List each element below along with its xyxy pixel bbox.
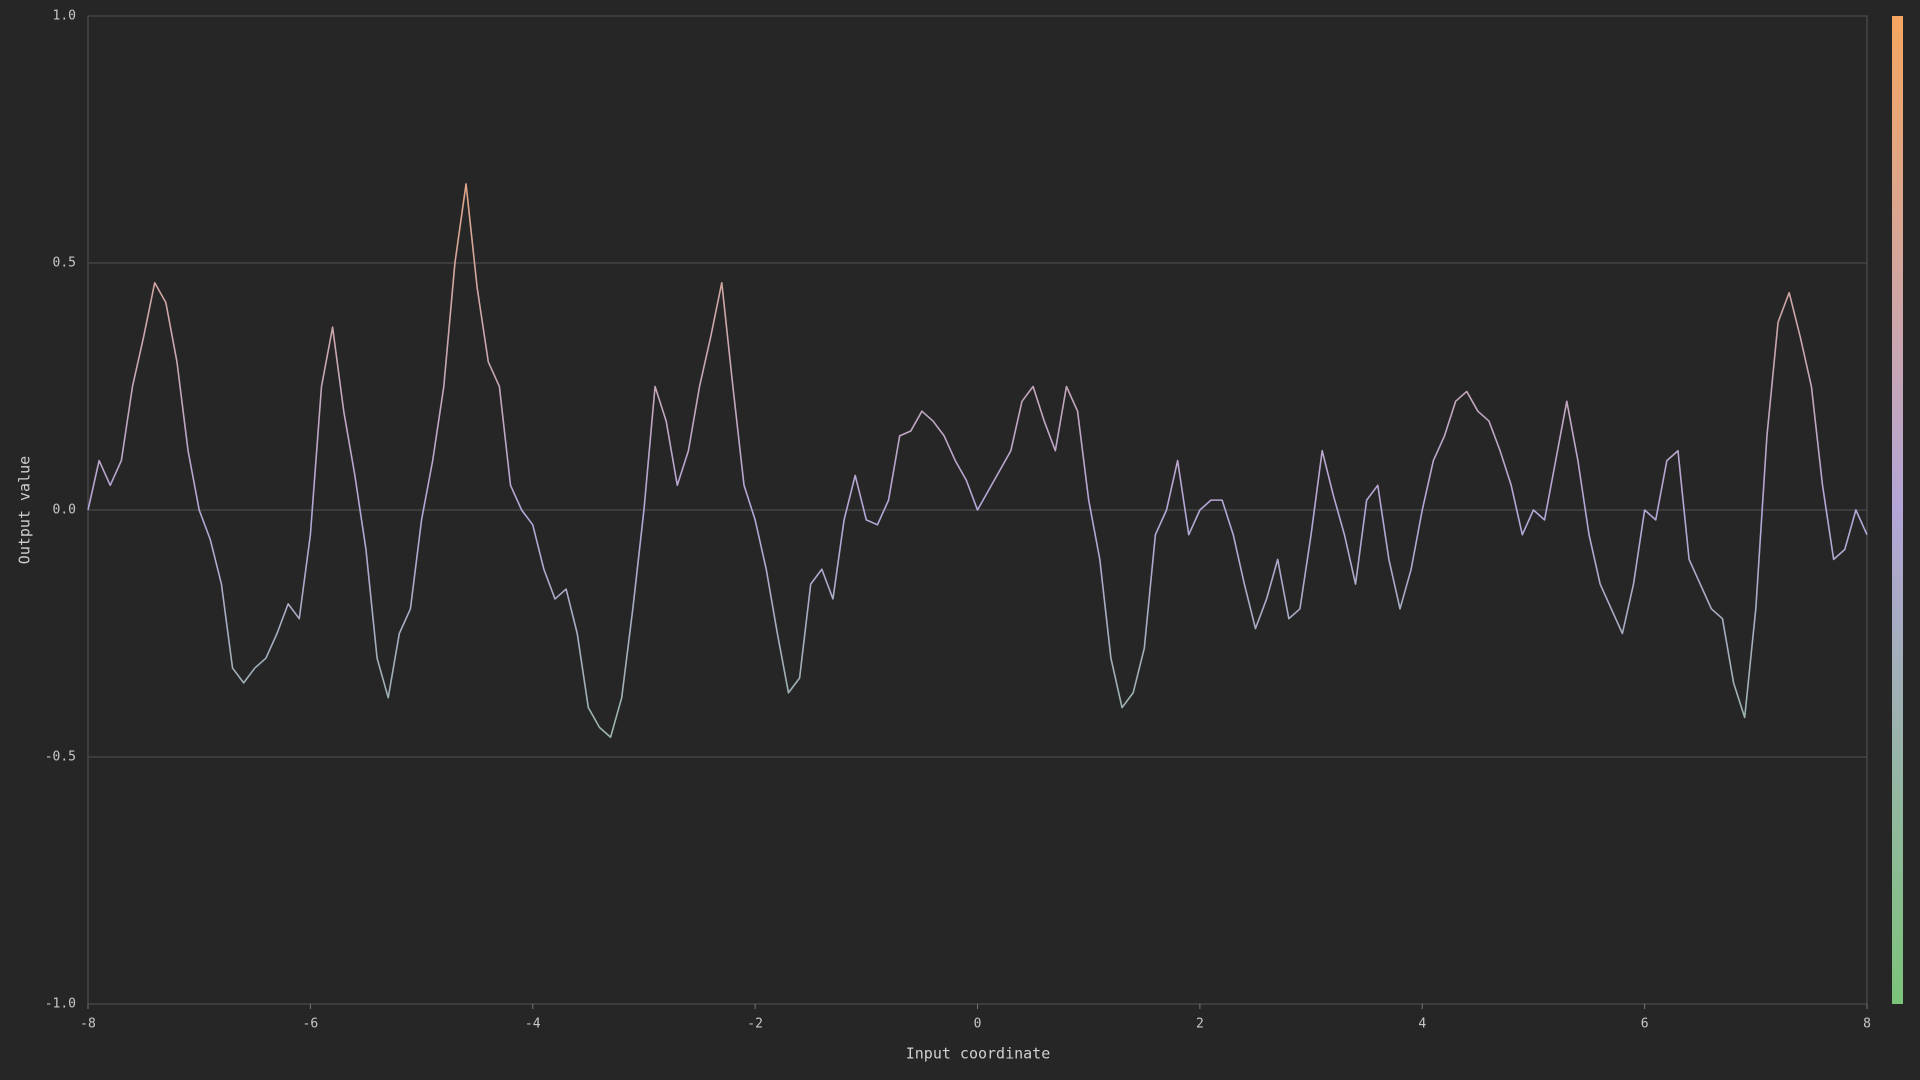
x-axis-label: Input coordinate <box>906 1045 1051 1063</box>
y-tick-label: 0.0 <box>53 503 76 518</box>
x-tick-label: -2 <box>747 1017 763 1032</box>
x-tick-label: -4 <box>525 1017 541 1032</box>
x-tick-label: 6 <box>1641 1017 1649 1032</box>
y-tick-label: -1.0 <box>45 997 76 1012</box>
y-tick-label: 0.5 <box>53 256 76 271</box>
x-tick-label: 4 <box>1418 1017 1426 1032</box>
x-tick-label: -8 <box>80 1017 96 1032</box>
x-tick-label: 0 <box>974 1017 982 1032</box>
y-tick-label: 1.0 <box>53 9 76 24</box>
y-axis-label: Output value <box>16 456 34 564</box>
colorbar <box>1892 16 1903 1004</box>
x-tick-label: 8 <box>1863 1017 1871 1032</box>
x-tick-label: -6 <box>303 1017 319 1032</box>
x-tick-label: 2 <box>1196 1017 1204 1032</box>
data-line <box>87 183 1868 739</box>
y-tick-label: -0.5 <box>45 750 76 765</box>
